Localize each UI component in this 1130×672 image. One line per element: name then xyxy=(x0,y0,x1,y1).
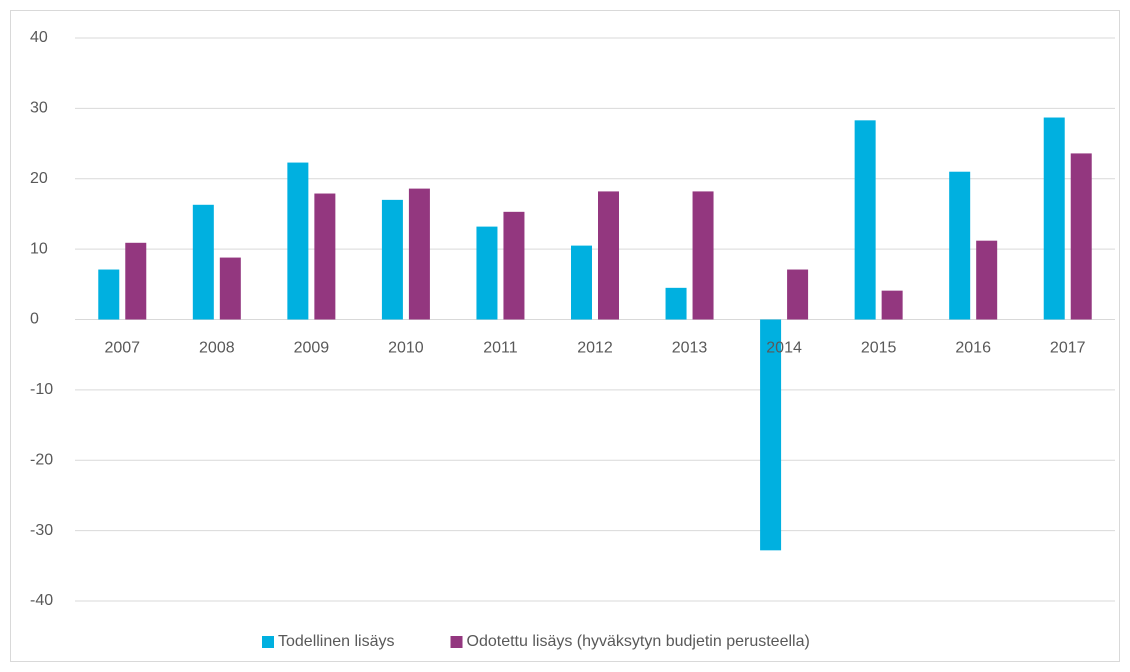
y-tick-label: 20 xyxy=(30,170,48,187)
y-tick-label: 10 xyxy=(30,240,48,257)
y-tick-label: -30 xyxy=(30,522,53,539)
bar xyxy=(1070,153,1092,320)
y-tick-label: -10 xyxy=(30,381,53,398)
bar xyxy=(503,211,525,320)
legend-label: Odotettu lisäys (hyväksytyn budjetin per… xyxy=(467,633,810,650)
x-tick-label: 2015 xyxy=(861,340,897,357)
bar xyxy=(98,269,120,320)
bar xyxy=(760,319,782,551)
x-tick-label: 2012 xyxy=(577,340,613,357)
bar xyxy=(598,191,619,320)
bar xyxy=(692,191,714,320)
x-tick-label: 2011 xyxy=(483,340,518,357)
legend-swatch xyxy=(450,636,463,648)
x-tick-label: 2010 xyxy=(388,340,424,357)
x-tick-label: 2014 xyxy=(766,340,802,357)
bar xyxy=(571,245,592,320)
y-tick-label: -20 xyxy=(30,451,53,468)
bar xyxy=(192,204,214,320)
bar xyxy=(476,226,498,320)
x-tick-label: 2013 xyxy=(672,340,708,357)
bar xyxy=(219,257,241,320)
y-tick-label: 40 xyxy=(30,29,48,46)
x-tick-label: 2008 xyxy=(199,340,235,357)
bar xyxy=(314,193,336,320)
bar xyxy=(881,290,903,320)
bar xyxy=(381,199,403,320)
x-tick-label: 2007 xyxy=(104,340,140,357)
x-tick-label: 2017 xyxy=(1050,340,1086,357)
y-tick-label: 0 xyxy=(30,311,39,328)
chart-frame xyxy=(10,10,1120,662)
x-tick-label: 2016 xyxy=(955,340,991,357)
x-tick-label: 2009 xyxy=(294,340,330,357)
legend-swatch xyxy=(262,636,274,648)
bar xyxy=(125,242,147,320)
bar xyxy=(949,171,971,320)
bar xyxy=(287,162,309,320)
legend-label: Todellinen lisäys xyxy=(278,633,395,650)
bar xyxy=(1043,117,1065,320)
bar xyxy=(787,269,809,320)
bar xyxy=(665,287,687,320)
y-tick-label: 30 xyxy=(30,100,48,117)
bar xyxy=(854,120,876,320)
bar xyxy=(976,240,998,320)
y-tick-label: -40 xyxy=(30,592,53,609)
bar xyxy=(408,188,430,320)
